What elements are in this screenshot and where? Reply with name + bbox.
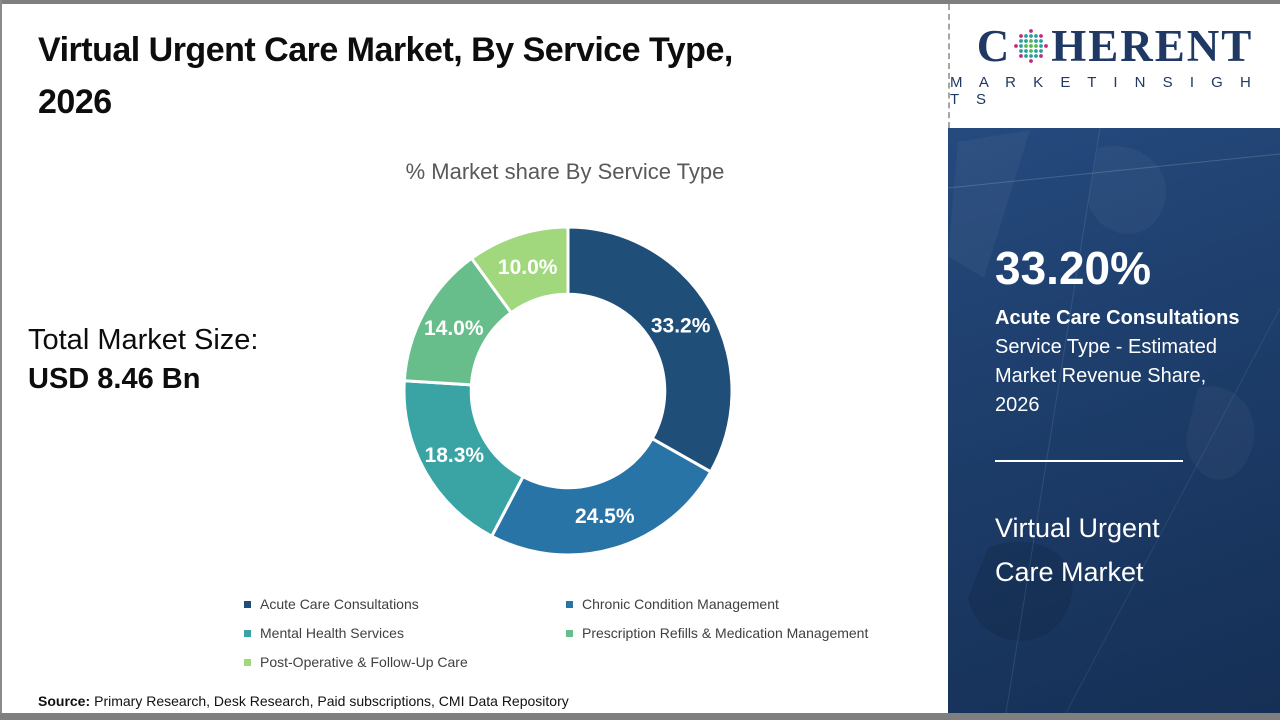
donut-svg: 33.2% 24.5% 18.3% 14.0% 10.0%: [402, 225, 734, 557]
legend-marker: [244, 629, 251, 637]
total-market-size: Total Market Size: USD 8.46 Bn: [28, 324, 258, 396]
legend-marker: [566, 600, 573, 608]
source-text: Primary Research, Desk Research, Paid su…: [94, 693, 569, 709]
legend-label: Chronic Condition Management: [582, 596, 779, 612]
legend-item: Post-Operative & Follow-Up Care: [244, 654, 566, 670]
highlight-description-line: Market Revenue Share,: [995, 365, 1207, 387]
highlight-percentage: 33.20%: [995, 242, 1152, 294]
donut-slice-label: 14.0%: [424, 317, 484, 340]
highlight-description-line: 2026: [995, 394, 1040, 416]
legend-item: Chronic Condition Management: [566, 596, 924, 612]
legend-item: Prescription Refills & Medication Manage…: [566, 625, 924, 641]
sidebar-panel: 33.20% Acute Care Consultations Service …: [948, 128, 1280, 713]
globe-dots-icon: [1014, 28, 1049, 63]
market-name-line1: Virtual Urgent: [995, 513, 1160, 543]
legend-marker: [244, 600, 251, 608]
wordmark-prefix: C: [976, 21, 1012, 71]
legend-item: Mental Health Services: [244, 625, 566, 641]
total-market-size-label: Total Market Size:: [28, 324, 259, 356]
legend-label: Mental Health Services: [260, 625, 404, 641]
source-label: Source:: [38, 693, 91, 709]
legend-marker: [566, 629, 573, 637]
chart-legend: Acute Care Consultations Chronic Conditi…: [244, 596, 924, 670]
page-title-line2: 2026: [38, 83, 112, 121]
page-title: Virtual Urgent Care Market, By Service T…: [38, 24, 918, 128]
source-note: Source: Primary Research, Desk Research, …: [38, 693, 569, 709]
market-name-line2: Care Market: [995, 557, 1144, 587]
left-edge-border: [0, 0, 2, 720]
page-title-line1: Virtual Urgent Care Market, By Service T…: [38, 31, 733, 69]
donut-slice-label: 18.3%: [425, 444, 485, 467]
donut-slice: [489, 436, 713, 557]
wordmark-suffix: HERENT: [1051, 21, 1254, 71]
total-market-size-value: USD 8.46 Bn: [28, 363, 201, 395]
donut-slice-label: 24.5%: [575, 505, 635, 528]
market-name: Virtual Urgent Care Market: [995, 506, 1255, 594]
donut-chart: 33.2% 24.5% 18.3% 14.0% 10.0%: [393, 216, 743, 566]
bottom-bar: [0, 713, 1280, 720]
donut-slice: [566, 225, 734, 474]
donut-slice-label: 33.2%: [651, 314, 711, 337]
top-bar: [0, 0, 1280, 4]
map-texture: [948, 128, 1280, 713]
highlight-description-line: Service Type - Estimated: [995, 336, 1217, 358]
coherent-wordmark: C HERENT: [977, 24, 1254, 69]
highlight-segment-name: Acute Care Consultations: [995, 307, 1240, 329]
logo-subtitle: M A R K E T I N S I G H T S: [950, 74, 1258, 108]
legend-marker: [244, 658, 251, 666]
legend-label: Prescription Refills & Medication Manage…: [582, 625, 869, 641]
sidebar-divider: [995, 460, 1183, 462]
donut-slice-label: 10.0%: [498, 256, 558, 279]
donut-slice: [469, 225, 570, 315]
brand-logo: C HERENT M A R K E T I N S I G H T S: [948, 4, 1280, 128]
chart-title: % Market share By Service Type: [405, 159, 725, 184]
sidebar-content: 33.20% Acute Care Consultations Service …: [995, 242, 1255, 594]
legend-item: Acute Care Consultations: [244, 596, 566, 612]
legend-label: Post-Operative & Follow-Up Care: [260, 654, 468, 670]
legend-label: Acute Care Consultations: [260, 596, 419, 612]
